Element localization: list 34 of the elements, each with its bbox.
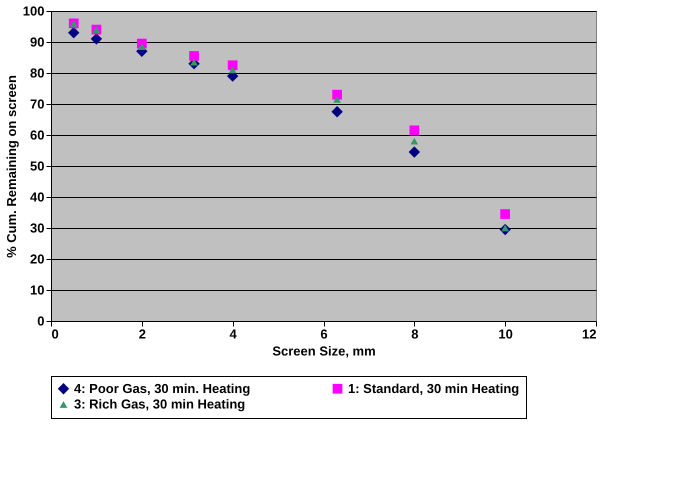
legend-label: 3: Rich Gas, 30 min Heating xyxy=(74,396,246,412)
x-tick-label: 4 xyxy=(230,326,238,342)
point xyxy=(68,27,80,38)
y-tick-label: 10 xyxy=(30,282,44,298)
x-tick-label: 6 xyxy=(320,326,328,342)
point xyxy=(500,209,510,219)
y-tick-label: 60 xyxy=(30,128,44,142)
y-tick-label: 100 xyxy=(22,4,44,18)
x-tick-label: 0 xyxy=(52,326,59,342)
y-tick-label: 80 xyxy=(30,66,44,80)
y-tick-label: 70 xyxy=(30,96,44,112)
point xyxy=(331,106,343,118)
x-tick-label: 2 xyxy=(138,326,146,342)
point xyxy=(333,96,341,103)
y-tick-label: 30 xyxy=(30,220,44,236)
legend-label: 1: Standard, 30 min Heating xyxy=(348,380,520,396)
point xyxy=(410,138,418,145)
point xyxy=(408,146,420,158)
legend-label: 4: Poor Gas, 30 min. Heating xyxy=(74,380,250,396)
y-axis-title: % Cum. Remaining on screen xyxy=(4,75,19,258)
y-tick-label: 40 xyxy=(30,190,44,204)
y-tick-label: 90 xyxy=(30,34,44,50)
x-tick-label: 10 xyxy=(498,326,513,342)
point xyxy=(228,66,237,74)
point xyxy=(138,43,146,50)
x-axis-title: Screen Size, mm xyxy=(272,344,376,358)
y-tick-label: 20 xyxy=(30,252,44,266)
y-tick-label: 50 xyxy=(30,158,44,174)
x-tick-label: 8 xyxy=(411,326,418,342)
x-tick-label: 12 xyxy=(582,326,596,342)
point xyxy=(189,51,199,61)
point xyxy=(90,33,102,45)
y-tick-label: 0 xyxy=(37,314,44,328)
point xyxy=(409,125,420,136)
